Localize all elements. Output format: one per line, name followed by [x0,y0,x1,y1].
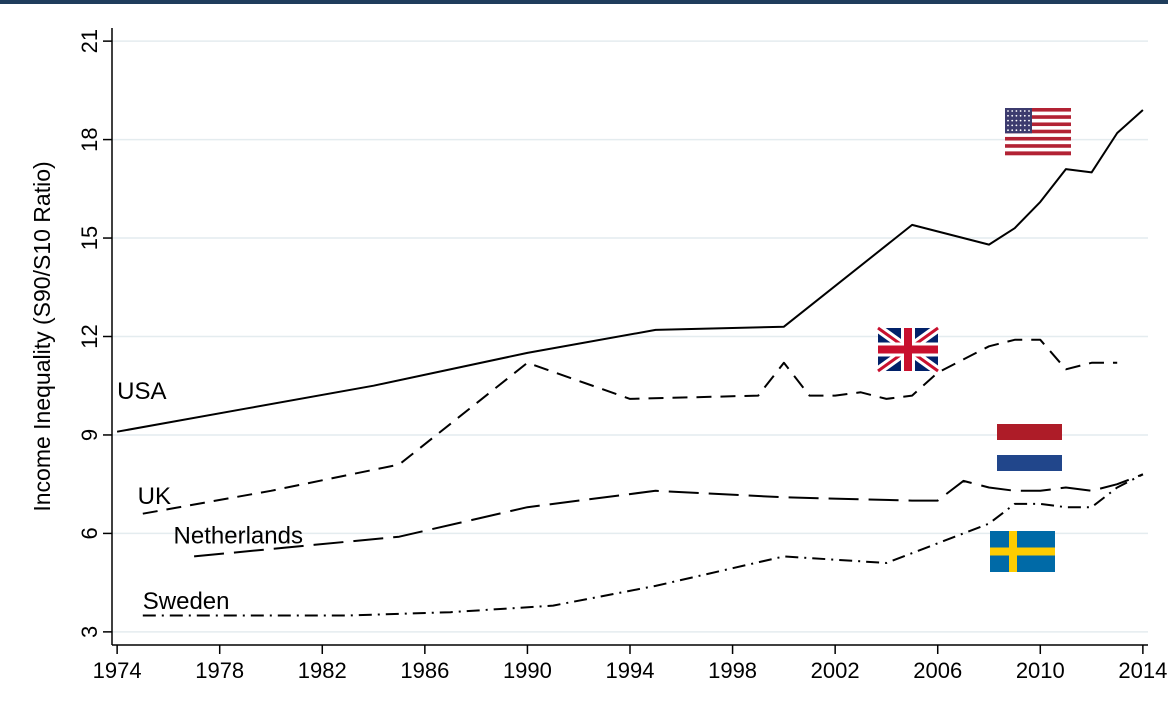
top-border [0,0,1168,4]
sweden-flag-cross [990,547,1055,556]
usa-flag-star [1011,119,1014,122]
netherlands-flag-icon [997,424,1062,471]
usa-flag-stripe [1005,140,1071,145]
x-tick-label-1982: 1982 [298,658,347,683]
series-label-netherlands: Netherlands [174,522,303,549]
usa-flag-star [1007,124,1009,127]
x-tick-label-1998: 1998 [708,658,757,683]
usa-flag-star [1028,114,1030,117]
usa-flag-stripe [1005,129,1071,134]
y-axis-title: Income Inequality (S90/S10 Ratio) [29,161,55,511]
usa-flag-star [1011,110,1014,112]
usa-flag-stripe [1005,136,1071,141]
axes: 3 6 9 12 15 18 21 1974 1978 1982 1986 1990 1994 1998 2… [77,28,1167,683]
usa-flag-star [1019,119,1022,122]
x-tick-label-1974: 1974 [93,658,142,683]
y-tick-label-3: 3 [77,626,102,638]
series-line-netherlands [194,473,1144,558]
usa-flag-star [1028,119,1030,122]
y-tick-label-15: 15 [77,226,102,250]
x-tick-label-1990: 1990 [503,658,552,683]
netherlands-flag-blue [997,455,1062,471]
usa-flag-stripe [1005,151,1071,156]
usa-flag-star [1011,114,1014,117]
usa-flag-star [1023,119,1026,122]
series-lines [116,109,1144,617]
usa-flag-star [1023,129,1026,132]
usa-flag-stripe [1005,133,1071,138]
usa-flag-star [1023,110,1026,112]
x-tick-label-1978: 1978 [195,658,244,683]
y-tick-label-9: 9 [77,429,102,441]
x-tick-label-1986: 1986 [400,658,449,683]
netherlands-flag-white [997,440,1062,455]
series-line-uk [142,338,1118,515]
usa-flag-canton [1005,108,1032,134]
usa-flag-star [1011,129,1014,132]
usa-flag-star [1019,124,1022,127]
gridlines [112,40,1148,633]
x-tick-label-1994: 1994 [606,658,655,683]
netherlands-flag-red [997,424,1062,440]
usa-flag-star [1015,124,1018,127]
usa-flag-stripe [1005,147,1071,152]
usa-flag-star [1015,110,1018,112]
x-tick-label-2006: 2006 [913,658,962,683]
usa-flag-star [1028,110,1030,112]
usa-flag-star [1007,110,1009,112]
usa-flag-star [1019,129,1022,132]
usa-flag-star [1028,129,1030,132]
series-label-uk: UK [138,483,171,510]
y-tick-label-6: 6 [77,527,102,539]
usa-flag-star [1023,124,1026,127]
usa-flag-star [1015,129,1018,132]
usa-flag-stripe [1005,108,1071,112]
usa-flag-stripe [1005,122,1071,127]
sweden-flag-icon [990,531,1055,572]
series-line-usa [116,109,1144,433]
usa-flag-stripe [1005,111,1071,116]
usa-flag-star [1028,124,1030,127]
usa-flag-stripe [1005,144,1071,149]
y-tick-label-18: 18 [77,127,102,151]
usa-flag-star [1007,129,1009,132]
usa-flag-star [1023,114,1026,117]
uk-flag-icon [875,324,941,375]
usa-flag-stripe [1005,115,1071,120]
y-tick-label-21: 21 [77,29,102,53]
x-tick-label-2014: 2014 [1118,658,1167,683]
series-label-usa: USA [117,378,166,405]
usa-flag-star [1019,114,1022,117]
x-tick-label-2010: 2010 [1016,658,1065,683]
usa-flag-stripe [1005,118,1071,123]
usa-flag-star [1011,124,1014,127]
usa-flag-star [1007,114,1009,117]
series-label-sweden: Sweden [143,588,230,615]
usa-flag-star [1019,110,1022,112]
uk-flag-cross-red [878,345,938,354]
usa-flag-star [1007,119,1009,122]
usa-flag-star [1015,114,1018,117]
usa-flag-stripe [1005,126,1071,130]
usa-flag-star [1015,119,1018,122]
usa-flag-icon [1005,108,1071,156]
y-tick-label-12: 12 [77,324,102,348]
x-tick-label-2002: 2002 [811,658,860,683]
flags [875,108,1071,572]
series-line-sweden [142,473,1144,617]
